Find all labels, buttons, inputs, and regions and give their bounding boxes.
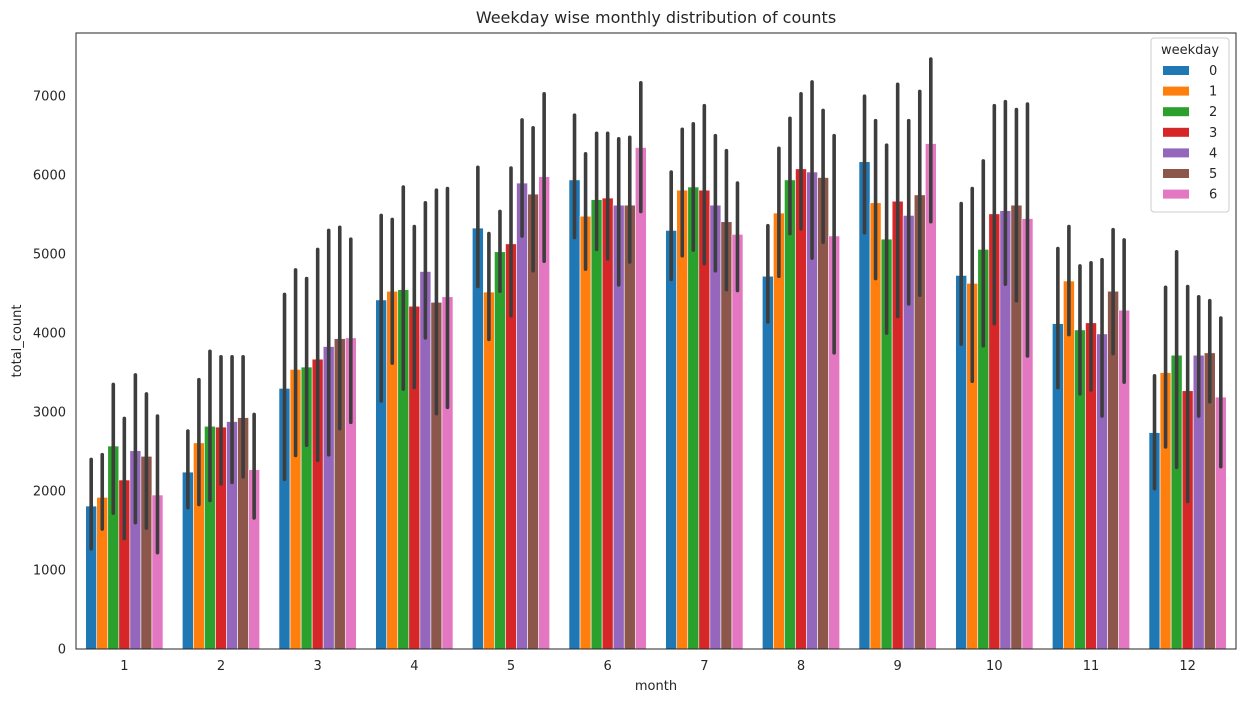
bar-month-5-weekday-1 (483, 291, 495, 650)
bar-month-6-weekday-3 (601, 197, 614, 650)
x-axis-label: month (635, 679, 677, 694)
legend-swatch-weekday-4 (1163, 148, 1189, 158)
x-tick-label: 8 (797, 659, 805, 674)
bar-month-6-weekday-5 (623, 204, 636, 650)
bar-month-7-weekday-2 (687, 186, 700, 650)
x-tick-label: 5 (507, 659, 515, 674)
y-ticks: 0 1000 2000 3000 4000 5000 6000 7000 (33, 90, 66, 658)
bar-month-6-weekday-6 (634, 147, 647, 650)
legend-frame (1150, 37, 1230, 213)
y-tick-label: 2000 (33, 485, 66, 500)
x-tick-label: 2 (217, 659, 225, 674)
bar-month-8-weekday-3 (795, 168, 807, 650)
legend-label-weekday-4: 4 (1209, 146, 1217, 161)
plot-frame (75, 32, 1237, 650)
chart-title: Weekday wise monthly distribution of cou… (476, 8, 836, 27)
bar-month-8-weekday-0 (762, 275, 774, 650)
bar-month-8-weekday-1 (773, 212, 785, 650)
bar-month-6-weekday-2 (590, 199, 603, 650)
legend: weekday 0 1 2 3 4 5 6 (1150, 37, 1230, 213)
legend-title: weekday (1161, 43, 1219, 58)
x-tick-label: 12 (1179, 659, 1196, 674)
legend-label-weekday-1: 1 (1209, 85, 1217, 100)
x-tick-label: 11 (1083, 659, 1100, 674)
y-tick-label: 3000 (33, 406, 66, 421)
y-tick-label: 6000 (33, 169, 66, 184)
x-tick-label: 7 (700, 659, 708, 674)
x-tick-label: 10 (986, 659, 1003, 674)
y-tick-label: 7000 (33, 90, 66, 105)
bar-month-5-weekday-0 (472, 227, 484, 650)
y-tick-label: 4000 (33, 327, 66, 342)
legend-label-weekday-6: 6 (1209, 188, 1217, 203)
y-tick-label: 1000 (33, 564, 66, 579)
legend-swatch-weekday-3 (1163, 127, 1189, 137)
bar-month-8-weekday-5 (817, 177, 829, 650)
legend-swatch-weekday-0 (1163, 66, 1189, 75)
bar-month-6-weekday-0 (568, 179, 581, 650)
x-tick-label: 9 (894, 659, 902, 674)
bar-month-7-weekday-0 (665, 230, 678, 650)
x-tick-label: 6 (604, 659, 612, 674)
legend-items: 0 1 2 3 4 5 6 (1163, 64, 1217, 203)
bar-month-7-weekday-6 (731, 234, 744, 650)
legend-swatch-weekday-2 (1163, 107, 1189, 117)
bar-month-5-weekday-4 (516, 182, 528, 650)
bar-month-8-weekday-2 (784, 179, 796, 650)
bar-month-9-weekday-0 (858, 161, 871, 650)
legend-swatch-weekday-6 (1163, 189, 1189, 199)
x-tick-label: 3 (314, 659, 322, 674)
x-tick-label: 1 (120, 659, 128, 674)
legend-label-weekday-5: 5 (1209, 167, 1217, 182)
bar-month-6-weekday-1 (579, 215, 592, 650)
legend-label-weekday-3: 3 (1209, 126, 1217, 141)
y-axis-label: total_count (10, 305, 25, 378)
y-tick-label: 0 (58, 643, 66, 658)
bar-month-5-weekday-2 (494, 251, 506, 650)
error-bars-layer (89, 57, 1223, 555)
legend-swatch-weekday-5 (1163, 169, 1189, 178)
legend-label-weekday-0: 0 (1209, 64, 1217, 79)
bars-layer (85, 143, 1227, 650)
legend-swatch-weekday-1 (1163, 86, 1189, 96)
legend-label-weekday-2: 2 (1209, 105, 1217, 120)
x-tick-label: 4 (410, 659, 418, 674)
bar-month-7-weekday-1 (676, 189, 689, 650)
y-tick-label: 5000 (33, 248, 66, 263)
x-ticks: 1 2 3 4 5 6 7 8 9 10 11 12 (120, 659, 1196, 674)
